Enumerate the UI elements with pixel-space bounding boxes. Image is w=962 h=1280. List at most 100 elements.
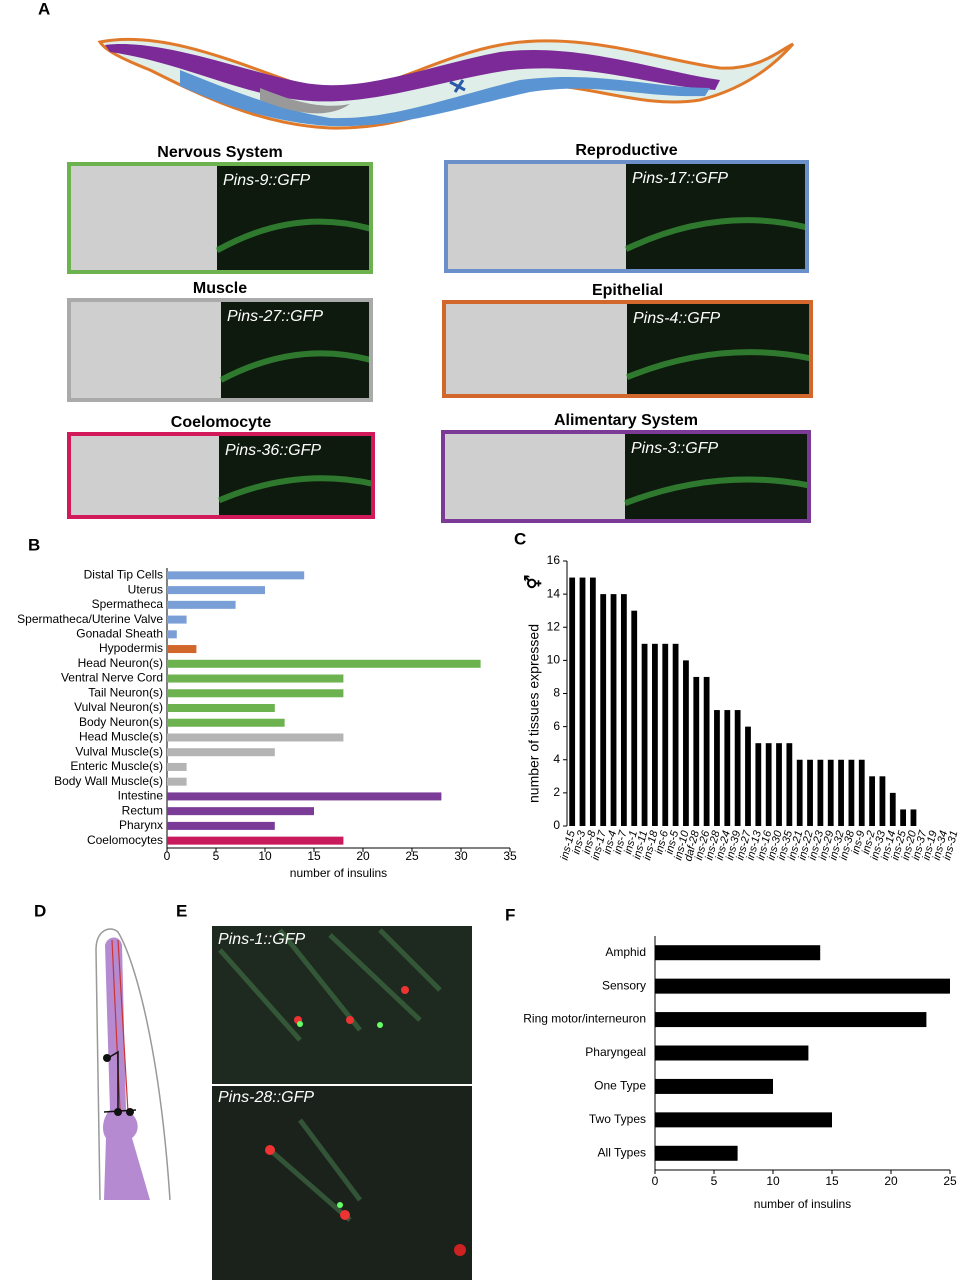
tissue-glow (219, 350, 372, 383)
y-tick-label: Vulval Neuron(s) (74, 700, 163, 714)
y-tick-label: 2 (553, 785, 560, 799)
x-tick-label: 35 (503, 849, 517, 863)
bar (755, 743, 762, 826)
reporter-label: Pins-1::GFP (218, 931, 305, 948)
tile-border (441, 430, 811, 523)
x-axis-title: number of insulins (290, 866, 387, 880)
brightfield-image (446, 162, 626, 271)
tile-border (67, 298, 373, 402)
bar (167, 704, 275, 712)
x-tick-label: 5 (711, 1174, 718, 1188)
x-tick-label: 25 (943, 1174, 957, 1188)
x-tick-label: 20 (356, 849, 370, 863)
bar (167, 571, 305, 580)
bar (786, 743, 793, 826)
bar (600, 594, 607, 826)
reporter-label: Pins-27::GFP (227, 308, 323, 325)
bar (167, 659, 481, 668)
y-tick-label: 14 (547, 586, 561, 600)
fluorescence-image (625, 432, 809, 521)
bar (655, 1112, 832, 1128)
bar (167, 674, 344, 683)
micrograph (212, 1086, 472, 1280)
bar (167, 586, 265, 595)
brightfield-image (443, 432, 625, 521)
tissue-glow (215, 218, 372, 254)
brightfield-image (69, 164, 217, 272)
bar (167, 807, 314, 816)
tissue-glow (624, 217, 808, 252)
y-tick-label: All Types (598, 1145, 646, 1159)
bar (807, 759, 813, 826)
tile-title: Reproductive (575, 142, 677, 159)
y-tick-label: Ventral Nerve Cord (61, 671, 163, 685)
y-tick-label: Ring motor/interneuron (523, 1012, 646, 1026)
x-tick-label: 5 (213, 849, 220, 863)
panel-label: A (38, 0, 50, 18)
micrograph-spots (265, 986, 466, 1256)
y-tick-label: Tail Neuron(s) (88, 685, 163, 699)
bar (683, 660, 689, 826)
bar (610, 594, 617, 826)
x-tick-label: 25 (405, 849, 419, 863)
bar (579, 577, 586, 826)
x-tick-label: 20 (884, 1174, 898, 1188)
x-tick-label: 10 (258, 849, 272, 863)
x-tick-label: ins-2 (860, 829, 878, 855)
bar (910, 809, 917, 826)
bar (858, 759, 865, 826)
y-tick-label: Pharynx (119, 818, 163, 832)
y-tick-label: Spermatheca (92, 597, 164, 611)
y-tick-label: Spermatheca/Uterine Valve (17, 612, 163, 626)
y-axis-title: number of tissues expressed (526, 624, 542, 803)
x-tick-label: 15 (825, 1174, 839, 1188)
panel-label: B (28, 535, 40, 554)
tile-title: Nervous System (157, 144, 282, 161)
tissue-glow (625, 349, 812, 380)
x-tick-label: 0 (652, 1174, 659, 1188)
bar (167, 762, 187, 771)
y-tick-label: 6 (553, 719, 560, 733)
reporter-label: Pins-9::GFP (223, 172, 310, 189)
bar (900, 809, 907, 826)
bar (167, 748, 275, 757)
y-tick-label: 0 (553, 818, 560, 832)
tile-border (444, 160, 809, 273)
bar (655, 1012, 927, 1028)
y-tick-label: 16 (547, 553, 561, 567)
fluorescence-image (221, 300, 371, 400)
bar (693, 676, 700, 826)
y-tick-label: Sensory (602, 978, 646, 992)
y-tick-label: Body Wall Muscle(s) (54, 774, 163, 788)
bar (167, 645, 197, 654)
bar (765, 743, 772, 826)
x-tick-label: 10 (766, 1174, 780, 1188)
bar (631, 610, 638, 826)
bar (796, 759, 803, 826)
bar (167, 689, 344, 698)
bar (776, 743, 782, 826)
bar (745, 726, 751, 826)
bar (167, 777, 187, 786)
y-tick-label: Two Types (589, 1112, 646, 1126)
panel-label: D (34, 901, 46, 920)
bar (655, 945, 821, 961)
brightfield-image (69, 434, 219, 517)
reporter-label: Pins-4::GFP (633, 310, 720, 327)
y-tick-label: Head Neuron(s) (78, 656, 163, 670)
fluorescence-image (219, 434, 373, 517)
bar (714, 710, 720, 826)
bar (838, 759, 844, 826)
bar (672, 643, 679, 826)
y-tick-label: 4 (553, 752, 560, 766)
reporter-label: Pins-3::GFP (631, 440, 718, 457)
tile-border (67, 432, 375, 519)
y-tick-label: Amphid (605, 945, 646, 959)
bar (167, 733, 344, 742)
bar (167, 821, 275, 830)
reporter-label: Pins-17::GFP (632, 170, 728, 187)
bar (655, 978, 950, 994)
tissue-glow (623, 476, 810, 506)
tile-border (442, 300, 813, 398)
